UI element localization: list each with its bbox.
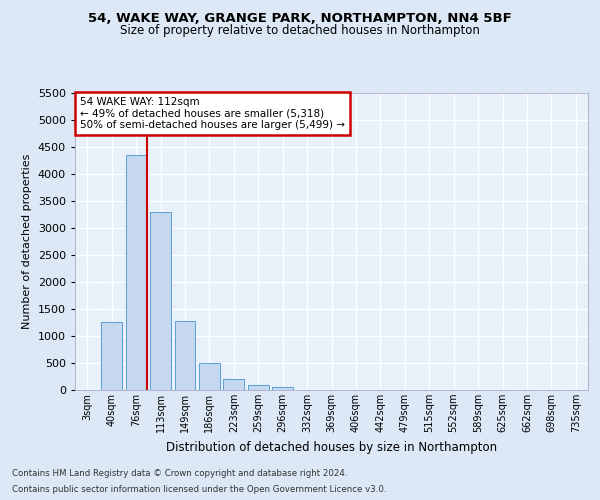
X-axis label: Distribution of detached houses by size in Northampton: Distribution of detached houses by size … [166,440,497,454]
Text: 54, WAKE WAY, GRANGE PARK, NORTHAMPTON, NN4 5BF: 54, WAKE WAY, GRANGE PARK, NORTHAMPTON, … [88,12,512,26]
Text: Contains HM Land Registry data © Crown copyright and database right 2024.: Contains HM Land Registry data © Crown c… [12,468,347,477]
Bar [101,322,122,390]
Bar [223,378,244,390]
Bar [248,385,269,390]
Bar [125,155,146,390]
Bar [272,387,293,390]
Text: Contains public sector information licensed under the Open Government Licence v3: Contains public sector information licen… [12,485,386,494]
Text: Size of property relative to detached houses in Northampton: Size of property relative to detached ho… [120,24,480,37]
Bar [150,212,171,390]
Y-axis label: Number of detached properties: Number of detached properties [22,154,32,329]
Text: 54 WAKE WAY: 112sqm
← 49% of detached houses are smaller (5,318)
50% of semi-det: 54 WAKE WAY: 112sqm ← 49% of detached ho… [80,97,345,130]
Bar [199,364,220,390]
Bar [175,321,196,390]
